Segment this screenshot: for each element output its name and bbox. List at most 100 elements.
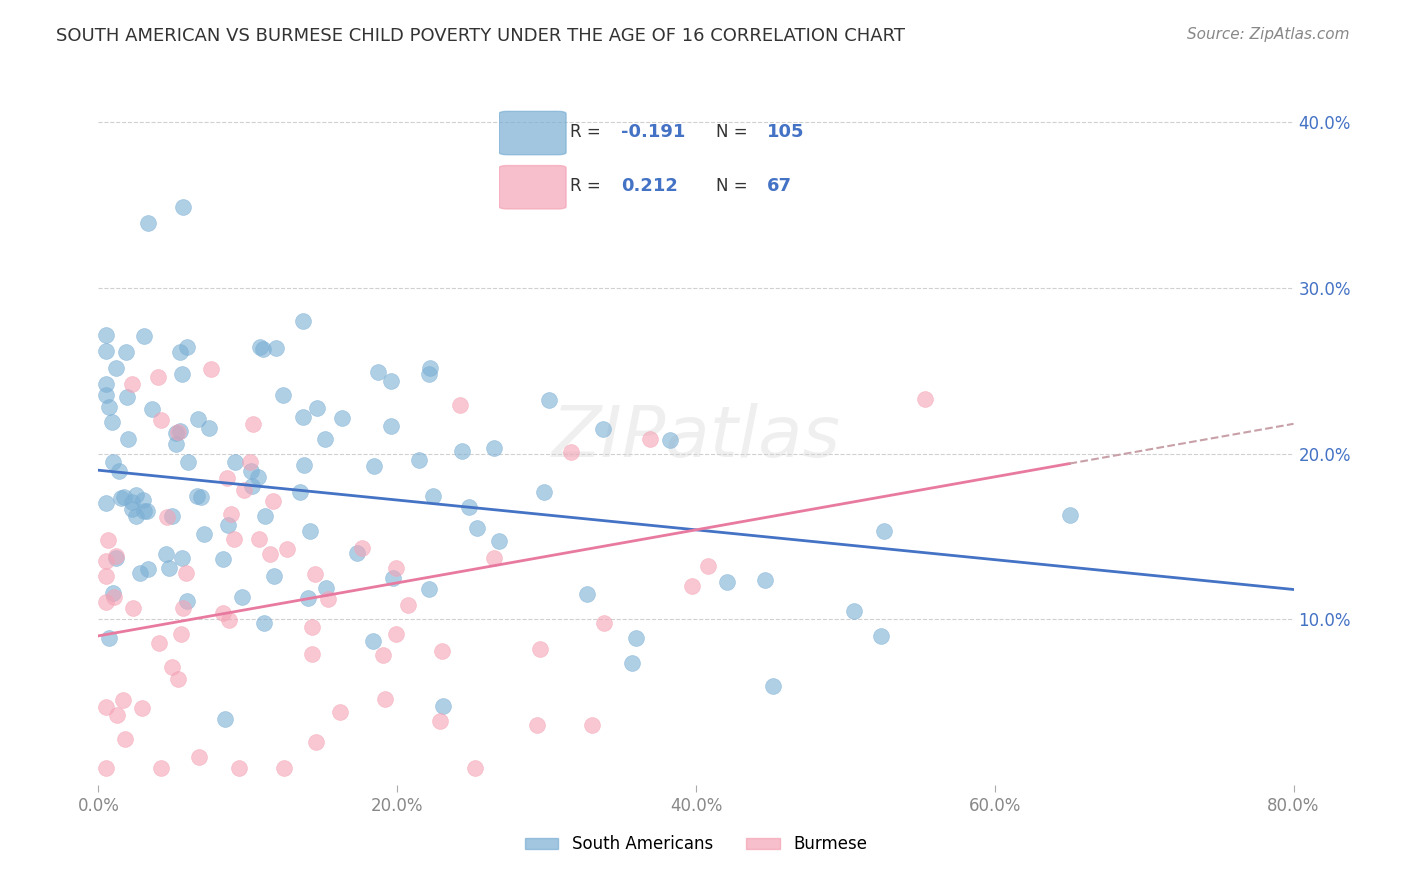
Point (396, 598, 419, 612)
Point (94, 376, 117, 391)
Point (162, 660, 184, 674)
Text: -0.191: -0.191 (621, 123, 686, 141)
Point (174, 566, 197, 581)
Text: SOUTH AMERICAN VS BURMESE CHILD POVERTY UNDER THE AGE OF 16 CORRELATION CHART: SOUTH AMERICAN VS BURMESE CHILD POVERTY … (56, 27, 905, 45)
Point (129, 566, 152, 580)
Point (367, 365, 389, 379)
Legend: South Americans, Burmese: South Americans, Burmese (519, 829, 873, 860)
Point (224, 532, 246, 546)
Point (105, 707, 128, 722)
Point (488, 533, 510, 548)
Point (136, 216, 159, 230)
Point (314, 433, 336, 447)
Point (167, 425, 190, 440)
Text: 67: 67 (766, 177, 792, 195)
Point (170, 368, 193, 382)
FancyBboxPatch shape (499, 166, 567, 209)
Point (94, 496, 117, 510)
Point (169, 424, 191, 438)
Point (200, 361, 222, 376)
Point (872, 524, 894, 538)
Point (259, 547, 281, 561)
Text: R =: R = (569, 177, 606, 195)
Point (114, 731, 136, 746)
Point (187, 411, 209, 425)
Point (157, 561, 180, 575)
Point (626, 631, 648, 645)
Point (315, 581, 337, 595)
Point (141, 401, 163, 416)
Point (363, 459, 385, 474)
Point (94, 699, 117, 714)
Point (253, 615, 276, 630)
Point (197, 421, 219, 435)
Point (264, 341, 287, 355)
Point (301, 620, 323, 634)
Point (329, 705, 352, 719)
Point (108, 464, 131, 478)
Point (132, 504, 155, 518)
Text: R =: R = (569, 123, 606, 141)
Point (172, 600, 194, 615)
Point (457, 500, 479, 514)
Point (526, 717, 548, 731)
Point (382, 571, 405, 585)
Point (228, 761, 250, 775)
Point (374, 691, 396, 706)
Point (316, 592, 339, 607)
Point (110, 491, 132, 506)
Point (254, 508, 277, 523)
Point (94, 569, 117, 583)
Point (240, 479, 263, 493)
Text: ZIPatlas: ZIPatlas (551, 402, 841, 472)
Point (638, 432, 661, 446)
Point (134, 329, 156, 343)
Point (97, 400, 120, 414)
Text: Source: ZipAtlas.com: Source: ZipAtlas.com (1187, 27, 1350, 42)
Point (592, 422, 614, 436)
Point (842, 604, 865, 618)
Point (136, 562, 159, 576)
Point (167, 672, 190, 686)
Point (103, 454, 125, 468)
Point (149, 413, 172, 427)
Point (165, 436, 187, 450)
Point (170, 627, 193, 641)
Point (754, 573, 776, 587)
FancyBboxPatch shape (499, 112, 567, 154)
Point (529, 642, 551, 657)
Point (219, 507, 242, 521)
Point (533, 485, 555, 500)
Point (576, 587, 599, 601)
Point (239, 455, 262, 469)
Point (1059, 508, 1081, 522)
Point (121, 502, 143, 516)
Point (350, 541, 373, 555)
Point (292, 458, 315, 473)
Point (132, 493, 155, 508)
Point (914, 392, 936, 407)
Point (101, 415, 124, 429)
Point (94, 595, 117, 609)
Point (94, 554, 117, 568)
Point (384, 627, 406, 641)
Point (430, 643, 453, 657)
Point (169, 344, 191, 359)
Point (190, 490, 212, 504)
Point (233, 483, 256, 498)
Point (97, 533, 120, 547)
Text: 105: 105 (766, 123, 804, 141)
Point (538, 393, 561, 408)
Point (101, 585, 124, 599)
Point (187, 750, 209, 764)
Point (418, 582, 440, 597)
Point (305, 735, 328, 749)
Point (762, 679, 785, 693)
Text: 0.212: 0.212 (621, 177, 678, 195)
Point (658, 434, 681, 448)
Point (94, 343, 117, 358)
Point (450, 444, 472, 458)
Point (193, 526, 215, 541)
Point (380, 419, 402, 434)
Point (252, 342, 274, 356)
